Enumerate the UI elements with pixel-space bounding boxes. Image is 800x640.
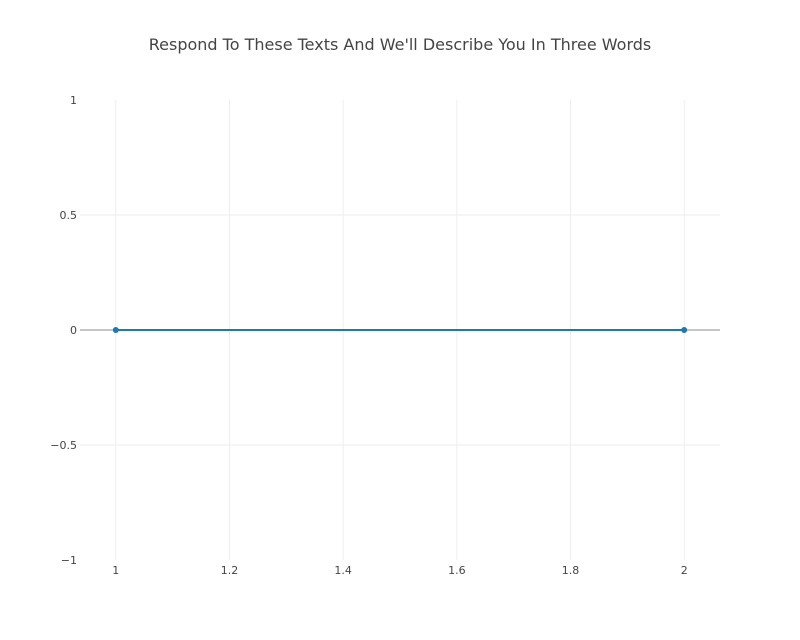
data-point (681, 327, 688, 333)
x-axis-ticks: 1 1.2 1.4 1.6 1.8 2 (112, 564, 687, 577)
x-tick-label: 1.4 (334, 564, 352, 577)
chart-title: Respond To These Texts And We'll Describ… (149, 35, 651, 54)
y-axis-ticks: 1 0.5 0 −0.5 −1 (50, 94, 77, 567)
y-tick-label: 0.5 (60, 209, 78, 222)
y-tick-label: −0.5 (50, 439, 77, 452)
series-group (112, 327, 688, 333)
x-tick-label: 1.2 (221, 564, 239, 577)
x-tick-label: 1 (112, 564, 119, 577)
x-tick-label: 1.6 (448, 564, 466, 577)
data-point (112, 327, 119, 333)
x-tick-label: 2 (681, 564, 688, 577)
x-tick-label: 1.8 (562, 564, 580, 577)
y-tick-label: 0 (70, 324, 77, 337)
y-tick-label: 1 (70, 94, 77, 107)
y-tick-label: −1 (61, 554, 77, 567)
